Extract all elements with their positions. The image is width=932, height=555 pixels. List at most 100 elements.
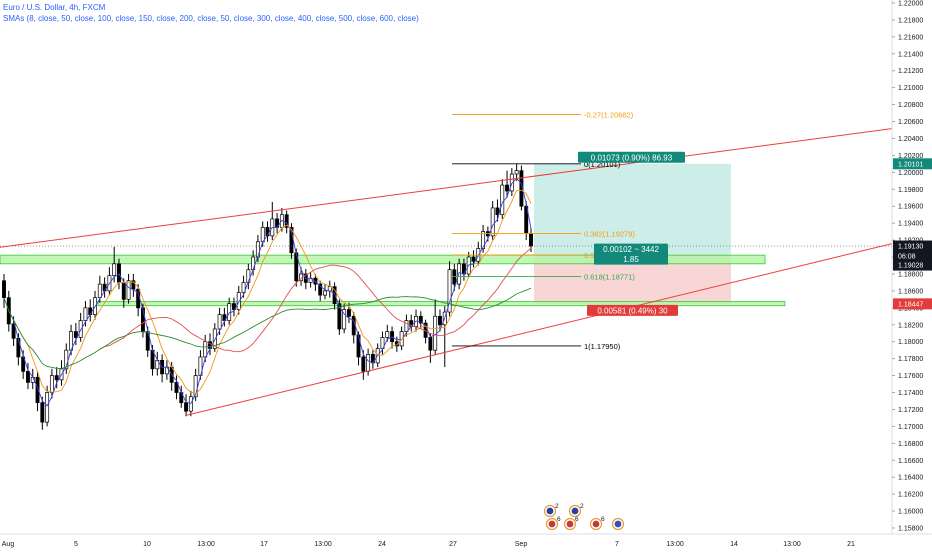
center-label-bg: [594, 243, 668, 265]
time-tick-label: 5: [74, 541, 78, 548]
risk-reward-label: 0.00102 ~ 3442: [603, 245, 659, 254]
event-flag: [571, 507, 579, 515]
economic-event-icon: [611, 517, 625, 531]
support-zone: [97, 301, 786, 307]
candle-up: [78, 320, 83, 338]
target-label-group: 0.01073 (0.90%) 86.93: [578, 151, 685, 163]
stop-label-group: 0.00581 (0.49%) 30: [587, 304, 678, 316]
candle-down: [438, 315, 442, 326]
candle-up: [385, 331, 390, 338]
price-axis-ticks: 1.22000 1.21800 1.21600 1.21400 1.21200 1.210…: [892, 1, 923, 533]
economic-event-icon: 2: [543, 503, 559, 518]
stop-label: 0.00581 (0.49%) 30: [597, 306, 668, 315]
price-badge-value: 1.19028: [898, 263, 923, 270]
candle-down: [11, 323, 16, 339]
economic-event-icon: 6: [589, 516, 605, 531]
price-tick-label: 1.21200: [898, 68, 923, 75]
time-tick-label: 7: [615, 541, 619, 548]
price-tick-label: 1.18000: [898, 339, 923, 346]
candle-up: [399, 331, 404, 347]
fib-level-label: 0.618(1.18771): [584, 272, 635, 281]
price-tick-label: 1.16400: [898, 475, 923, 482]
candle-down: [346, 309, 351, 317]
candle-down: [35, 376, 40, 404]
candle-up: [251, 256, 256, 271]
candle-down: [452, 269, 457, 285]
candle-down: [394, 341, 399, 347]
sma-100-line: [99, 247, 532, 353]
price-tick-label: 1.16200: [898, 492, 923, 499]
event-count: 6: [557, 516, 561, 523]
stop-label-bg: [587, 304, 678, 316]
price-tick-label: 1.19800: [898, 187, 923, 194]
candle-up: [45, 392, 50, 423]
candle-down: [428, 337, 433, 351]
price-axis: [892, 0, 932, 550]
price-badge-value: 06:08: [898, 254, 916, 261]
sma-50-line: [13, 189, 532, 395]
event-count: 6: [601, 516, 605, 523]
price-tick-label: 1.19600: [898, 204, 923, 211]
price-tick-label: 1.17800: [898, 356, 923, 363]
price-badge: 1.18447: [893, 298, 932, 310]
symbol-title[interactable]: Euro / U.S. Dollar, 4h, FXCM: [3, 3, 106, 12]
time-tick-label: 21: [847, 541, 855, 548]
event-flag: [548, 520, 556, 528]
price-tick-label: 1.20400: [898, 136, 923, 143]
candle-down: [284, 214, 289, 228]
indicator-legend[interactable]: SMAs (8, close, 50, close, 100, close, 1…: [3, 14, 419, 23]
candle-down: [2, 280, 6, 299]
candle-up: [481, 231, 486, 249]
economic-event-icon: 2: [568, 503, 584, 518]
time-tick-label: 27: [449, 541, 457, 548]
time-tick-label: 13:00: [666, 541, 684, 548]
candle-up: [217, 314, 222, 330]
candle-up: [255, 241, 260, 258]
candle-up: [342, 309, 347, 330]
price-badge-bg: [893, 259, 932, 271]
price-tick-label: 1.19400: [898, 221, 923, 228]
price-badge: 1.20101: [893, 158, 932, 170]
candle-up: [323, 290, 327, 296]
price-tick-label: 1.21600: [898, 34, 923, 41]
event-flag: [546, 507, 554, 515]
price-tick-label: 1.18200: [898, 322, 923, 329]
candle-down: [117, 263, 121, 283]
candle-up: [366, 354, 371, 372]
candles: [2, 163, 533, 430]
sma-200-line: [3, 287, 532, 369]
candle-down: [332, 286, 337, 304]
candle-down: [418, 315, 423, 324]
candle-down: [471, 256, 476, 262]
price-tick-label: 1.21400: [898, 51, 923, 58]
event-flag: [566, 520, 574, 528]
candle-down: [505, 184, 509, 192]
time-tick-label: 13:00: [314, 541, 332, 548]
candle-up: [236, 292, 241, 310]
candle-up: [126, 280, 131, 300]
candle-up: [447, 269, 452, 313]
price-tick-label: 1.16600: [898, 458, 923, 465]
price-tick-label: 1.20600: [898, 119, 923, 126]
time-axis-ticks: Aug 5 10 13:00 17 13:00 24 27 Sep 7 13:00 14 13:00 21: [2, 541, 855, 548]
candle-up: [490, 207, 495, 237]
target-label: 0.01073 (0.90%) 86.93: [591, 153, 673, 162]
time-tick-label: 14: [730, 541, 738, 548]
price-tick-label: 1.18800: [898, 271, 923, 278]
time-tick-label: 10: [143, 541, 151, 548]
target-label-bg: [578, 151, 685, 163]
fib-level-label: 0(1.20101): [584, 160, 621, 169]
candle-up: [514, 170, 519, 175]
price-badge-bg: [893, 240, 932, 252]
candle-up: [241, 282, 246, 293]
price-tick-label: 1.17400: [898, 390, 923, 397]
time-tick-label: 24: [378, 541, 386, 548]
candle-down: [73, 331, 78, 338]
sma-8-line: [8, 177, 532, 407]
price-badge: 1.19028: [893, 259, 932, 271]
economic-event-icon: 6: [563, 516, 579, 531]
support-zone: [0, 254, 766, 265]
